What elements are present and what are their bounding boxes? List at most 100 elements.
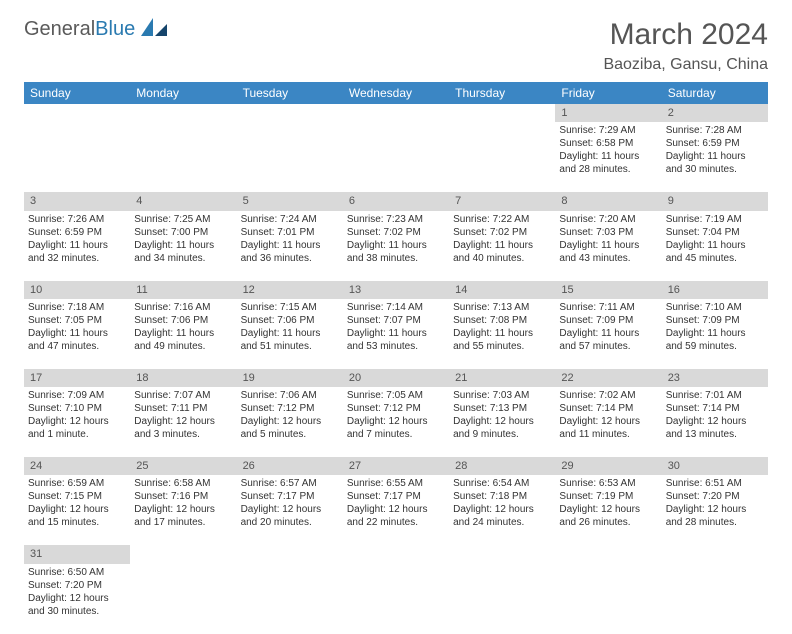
day-header: Tuesday: [237, 82, 343, 104]
day-cell: Sunrise: 6:59 AMSunset: 7:15 PMDaylight:…: [24, 475, 130, 545]
day-detail-line: Sunrise: 7:14 AM: [347, 301, 445, 314]
day-number-row: 31: [24, 545, 768, 563]
day-cell: Sunrise: 7:10 AMSunset: 7:09 PMDaylight:…: [662, 299, 768, 369]
day-detail-line: Daylight: 11 hours and 55 minutes.: [453, 327, 551, 353]
day-number: 30: [662, 457, 768, 475]
day-detail-line: Sunset: 7:17 PM: [347, 490, 445, 503]
day-detail-line: Sunset: 7:09 PM: [559, 314, 657, 327]
title-block: March 2024 Baoziba, Gansu, China: [603, 18, 768, 74]
day-number: 31: [24, 545, 130, 563]
day-detail-line: Daylight: 12 hours and 9 minutes.: [453, 415, 551, 441]
day-number: 11: [130, 281, 236, 299]
day-cell: Sunrise: 6:51 AMSunset: 7:20 PMDaylight:…: [662, 475, 768, 545]
day-detail-line: Sunrise: 6:53 AM: [559, 477, 657, 490]
day-number: 27: [343, 457, 449, 475]
day-detail-line: Daylight: 12 hours and 11 minutes.: [559, 415, 657, 441]
day-detail-line: Sunrise: 7:06 AM: [241, 389, 339, 402]
day-detail-line: Daylight: 12 hours and 20 minutes.: [241, 503, 339, 529]
day-detail-line: Sunrise: 6:59 AM: [28, 477, 126, 490]
day-detail-line: Daylight: 12 hours and 15 minutes.: [28, 503, 126, 529]
day-number: 9: [662, 192, 768, 210]
day-number: 7: [449, 192, 555, 210]
location: Baoziba, Gansu, China: [603, 56, 768, 74]
day-number: 8: [555, 192, 661, 210]
day-content-row: Sunrise: 7:26 AMSunset: 6:59 PMDaylight:…: [24, 211, 768, 281]
day-number-row: 12: [24, 104, 768, 122]
day-cell: Sunrise: 6:55 AMSunset: 7:17 PMDaylight:…: [343, 475, 449, 545]
day-detail-line: Sunset: 7:04 PM: [666, 226, 764, 239]
day-cell: Sunrise: 6:53 AMSunset: 7:19 PMDaylight:…: [555, 475, 661, 545]
day-detail-line: Daylight: 11 hours and 28 minutes.: [559, 150, 657, 176]
day-cell: Sunrise: 7:23 AMSunset: 7:02 PMDaylight:…: [343, 211, 449, 281]
day-detail-line: Sunset: 7:10 PM: [28, 402, 126, 415]
day-cell: Sunrise: 7:22 AMSunset: 7:02 PMDaylight:…: [449, 211, 555, 281]
day-detail-line: Sunrise: 7:20 AM: [559, 213, 657, 226]
day-detail-line: Sunset: 7:06 PM: [241, 314, 339, 327]
day-content-row: Sunrise: 7:18 AMSunset: 7:05 PMDaylight:…: [24, 299, 768, 369]
day-detail-line: Sunset: 6:58 PM: [559, 137, 657, 150]
day-detail-line: Sunrise: 7:11 AM: [559, 301, 657, 314]
header: GeneralBlue March 2024 Baoziba, Gansu, C…: [24, 18, 768, 74]
day-cell: Sunrise: 7:05 AMSunset: 7:12 PMDaylight:…: [343, 387, 449, 457]
day-detail-line: Sunrise: 7:07 AM: [134, 389, 232, 402]
day-cell: [237, 122, 343, 192]
day-header: Thursday: [449, 82, 555, 104]
day-detail-line: Daylight: 12 hours and 1 minute.: [28, 415, 126, 441]
day-number: [130, 545, 236, 563]
day-number: 5: [237, 192, 343, 210]
day-number: 18: [130, 369, 236, 387]
day-number-row: 3456789: [24, 192, 768, 210]
day-detail-line: Sunrise: 7:15 AM: [241, 301, 339, 314]
day-detail-line: Sunset: 6:59 PM: [666, 137, 764, 150]
day-number: [555, 545, 661, 563]
day-detail-line: Sunset: 7:12 PM: [241, 402, 339, 415]
day-detail-line: Sunrise: 7:19 AM: [666, 213, 764, 226]
day-cell: Sunrise: 7:20 AMSunset: 7:03 PMDaylight:…: [555, 211, 661, 281]
day-cell: [130, 564, 236, 634]
day-detail-line: Sunset: 7:09 PM: [666, 314, 764, 327]
day-detail-line: Daylight: 11 hours and 34 minutes.: [134, 239, 232, 265]
day-number: 25: [130, 457, 236, 475]
day-detail-line: Sunrise: 6:50 AM: [28, 566, 126, 579]
logo-text-2: Blue: [95, 18, 135, 40]
day-number: 13: [343, 281, 449, 299]
day-detail-line: Daylight: 12 hours and 24 minutes.: [453, 503, 551, 529]
day-number: 23: [662, 369, 768, 387]
day-detail-line: Sunrise: 7:02 AM: [559, 389, 657, 402]
day-number: [449, 104, 555, 122]
day-detail-line: Daylight: 11 hours and 47 minutes.: [28, 327, 126, 353]
day-detail-line: Daylight: 11 hours and 49 minutes.: [134, 327, 232, 353]
day-cell: Sunrise: 7:18 AMSunset: 7:05 PMDaylight:…: [24, 299, 130, 369]
day-detail-line: Sunset: 7:20 PM: [666, 490, 764, 503]
day-number: [237, 545, 343, 563]
day-detail-line: Sunrise: 7:26 AM: [28, 213, 126, 226]
day-detail-line: Sunrise: 7:05 AM: [347, 389, 445, 402]
day-detail-line: Daylight: 12 hours and 30 minutes.: [28, 592, 126, 618]
day-detail-line: Sunrise: 7:25 AM: [134, 213, 232, 226]
day-detail-line: Daylight: 11 hours and 57 minutes.: [559, 327, 657, 353]
day-header: Wednesday: [343, 82, 449, 104]
day-cell: [237, 564, 343, 634]
day-cell: [343, 564, 449, 634]
day-number: 17: [24, 369, 130, 387]
day-cell: [449, 564, 555, 634]
day-detail-line: Sunrise: 7:18 AM: [28, 301, 126, 314]
day-detail-line: Sunrise: 6:58 AM: [134, 477, 232, 490]
day-number: [343, 545, 449, 563]
day-header: Sunday: [24, 82, 130, 104]
day-cell: Sunrise: 7:16 AMSunset: 7:06 PMDaylight:…: [130, 299, 236, 369]
day-detail-line: Sunset: 7:01 PM: [241, 226, 339, 239]
day-header-row: SundayMondayTuesdayWednesdayThursdayFrid…: [24, 82, 768, 104]
day-cell: Sunrise: 7:06 AMSunset: 7:12 PMDaylight:…: [237, 387, 343, 457]
day-detail-line: Sunrise: 6:51 AM: [666, 477, 764, 490]
day-cell: [449, 122, 555, 192]
day-number: [24, 104, 130, 122]
day-cell: Sunrise: 7:02 AMSunset: 7:14 PMDaylight:…: [555, 387, 661, 457]
day-cell: Sunrise: 7:14 AMSunset: 7:07 PMDaylight:…: [343, 299, 449, 369]
day-detail-line: Sunrise: 7:13 AM: [453, 301, 551, 314]
day-detail-line: Sunrise: 6:57 AM: [241, 477, 339, 490]
day-detail-line: Sunset: 7:08 PM: [453, 314, 551, 327]
day-detail-line: Sunrise: 7:22 AM: [453, 213, 551, 226]
day-detail-line: Daylight: 12 hours and 3 minutes.: [134, 415, 232, 441]
day-detail-line: Sunset: 7:05 PM: [28, 314, 126, 327]
